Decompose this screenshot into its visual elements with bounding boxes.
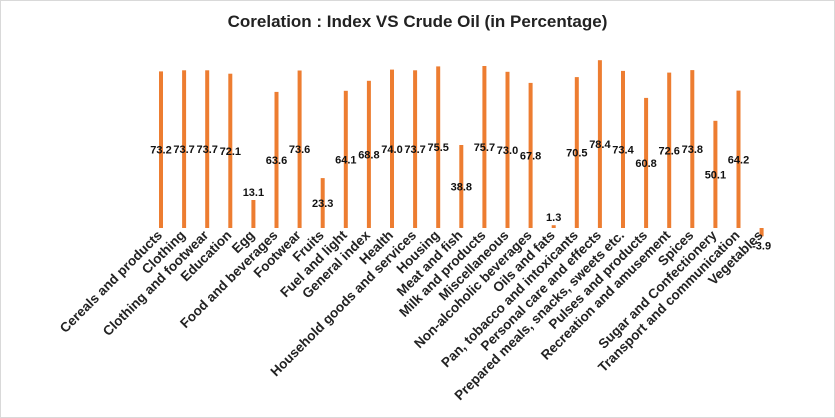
- bar: [274, 91, 279, 229]
- data-label: 38.8: [451, 182, 472, 194]
- data-label: 75.7: [474, 142, 495, 154]
- data-label: 73.6: [289, 144, 310, 156]
- bar: [621, 70, 625, 229]
- bar: [528, 82, 533, 229]
- data-label: 75.5: [427, 142, 448, 154]
- data-label: 13.1: [243, 187, 264, 199]
- data-label: 73.7: [173, 144, 194, 156]
- data-label: 60.8: [635, 158, 656, 170]
- bar: [320, 178, 325, 228]
- data-label: 73.2: [150, 145, 171, 157]
- data-label: 74.0: [381, 144, 402, 156]
- bar: [390, 69, 394, 228]
- data-label: 73.0: [497, 145, 518, 157]
- data-label: 63.6: [266, 155, 287, 167]
- bar: [574, 77, 579, 228]
- bar: [205, 70, 210, 228]
- data-label: 1.3: [546, 212, 561, 224]
- bar: [736, 90, 741, 228]
- data-label: 67.8: [520, 151, 541, 163]
- bar: [159, 71, 163, 229]
- bar: [713, 120, 718, 228]
- data-label: 68.8: [358, 149, 379, 161]
- bar: [413, 70, 418, 228]
- data-label: 73.7: [404, 144, 425, 156]
- data-label: 64.2: [728, 154, 749, 166]
- data-label: 73.7: [196, 144, 217, 156]
- data-label: 73.4: [612, 145, 634, 157]
- bar: [597, 60, 602, 229]
- data-label: 73.8: [682, 144, 703, 156]
- bar: [343, 90, 348, 228]
- bar: [505, 71, 510, 228]
- data-label: 23.3: [312, 198, 333, 210]
- bar: [482, 66, 487, 228]
- bar: [182, 70, 187, 228]
- data-label: 70.5: [566, 148, 587, 160]
- data-label: 64.1: [335, 154, 356, 166]
- bar: [297, 70, 302, 228]
- data-label: -3.9: [752, 240, 771, 252]
- chart-title: Corelation : Index VS Crude Oil (in Perc…: [227, 12, 608, 31]
- bar: [690, 70, 695, 228]
- bar: [459, 145, 464, 228]
- data-label: 50.1: [705, 169, 726, 181]
- data-label: 72.6: [658, 145, 679, 157]
- bar: [759, 228, 764, 237]
- bar: [551, 225, 556, 228]
- bar: [436, 66, 441, 229]
- data-label: 78.4: [589, 139, 611, 151]
- bar: [366, 80, 371, 228]
- data-label: 72.1: [220, 146, 241, 158]
- bar: [644, 97, 649, 229]
- bar: [228, 73, 233, 228]
- bar: [251, 200, 256, 228]
- bar: [667, 72, 672, 228]
